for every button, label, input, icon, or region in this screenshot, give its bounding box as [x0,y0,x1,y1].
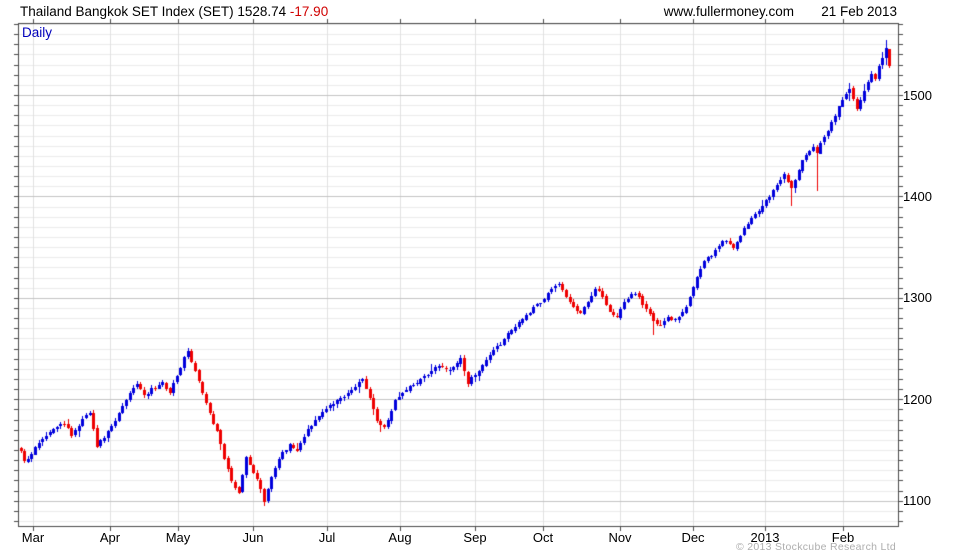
x-axis-label: Dec [681,530,705,545]
y-axis-label: 1200 [903,391,932,407]
x-axis-label: Oct [532,530,554,545]
x-axis-label: 2013 [750,530,780,545]
x-axis-label: Nov [608,530,632,545]
x-axis-label: Feb [831,530,855,545]
x-axis-label: Jun [242,530,264,545]
x-axis-label: Sep [463,530,487,545]
y-axis-label: 1100 [903,493,931,509]
x-axis-label: Apr [99,530,121,545]
y-axis-label: 1500 [903,87,932,103]
y-axis-label: 1300 [903,290,932,306]
x-axis-label: Aug [388,530,412,545]
x-axis-label: Mar [21,530,45,545]
timeframe-label: Daily [22,25,53,40]
y-axis-label: 1400 [903,188,932,204]
x-axis-label: Jul [318,530,336,545]
x-axis-label: May [165,530,191,545]
copyright-notice: © 2013 Stockcube Research Ltd [735,541,896,553]
